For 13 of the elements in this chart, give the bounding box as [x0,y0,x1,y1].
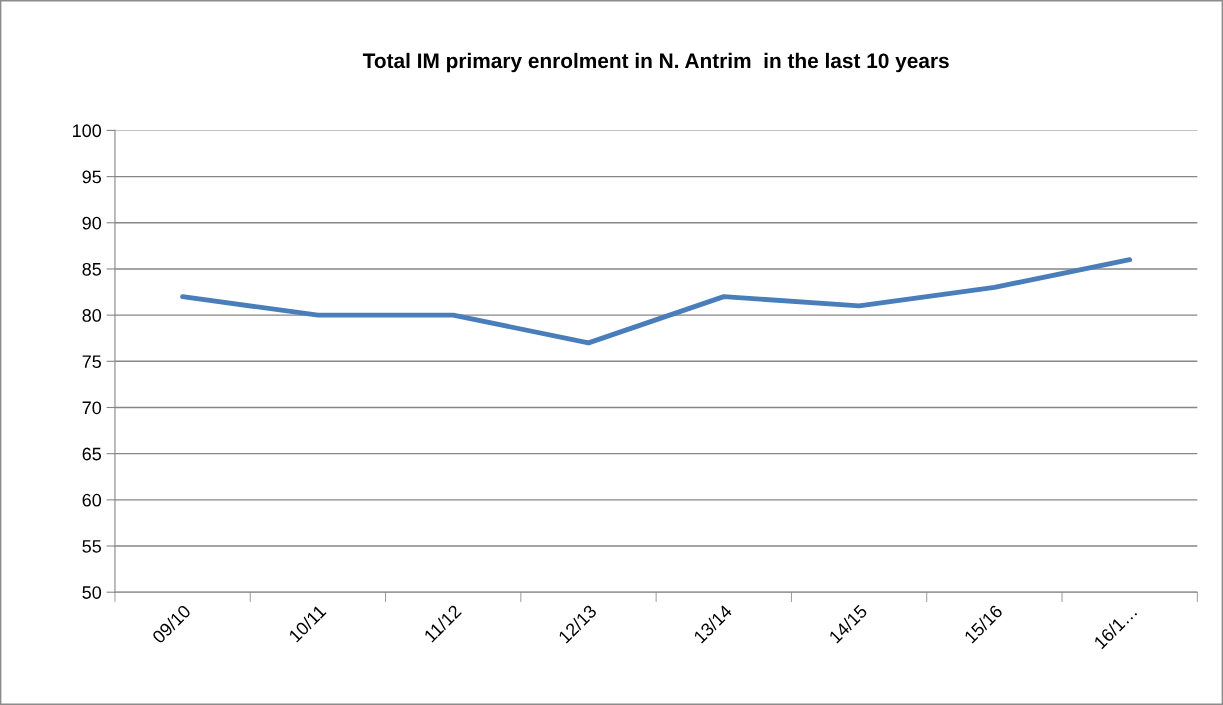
y-tick-label: 65 [82,447,102,461]
y-tick-label: 100 [73,124,102,138]
y-tick-label: 55 [82,540,102,553]
y-tick-label: 50 [82,586,102,599]
y-tick-label: 60 [82,493,102,507]
line-series [180,257,1133,346]
y-tick-label: 75 [82,355,102,369]
y-tick-label: 90 [82,216,102,230]
y-tick-label: 85 [82,262,102,276]
y-tick-label: 80 [82,309,102,322]
y-tick-label: 95 [82,170,102,184]
chart-title: Total IM primary enrolment in N. Antrim in the last 10 years [362,52,949,73]
y-tick-label: 70 [82,401,102,415]
